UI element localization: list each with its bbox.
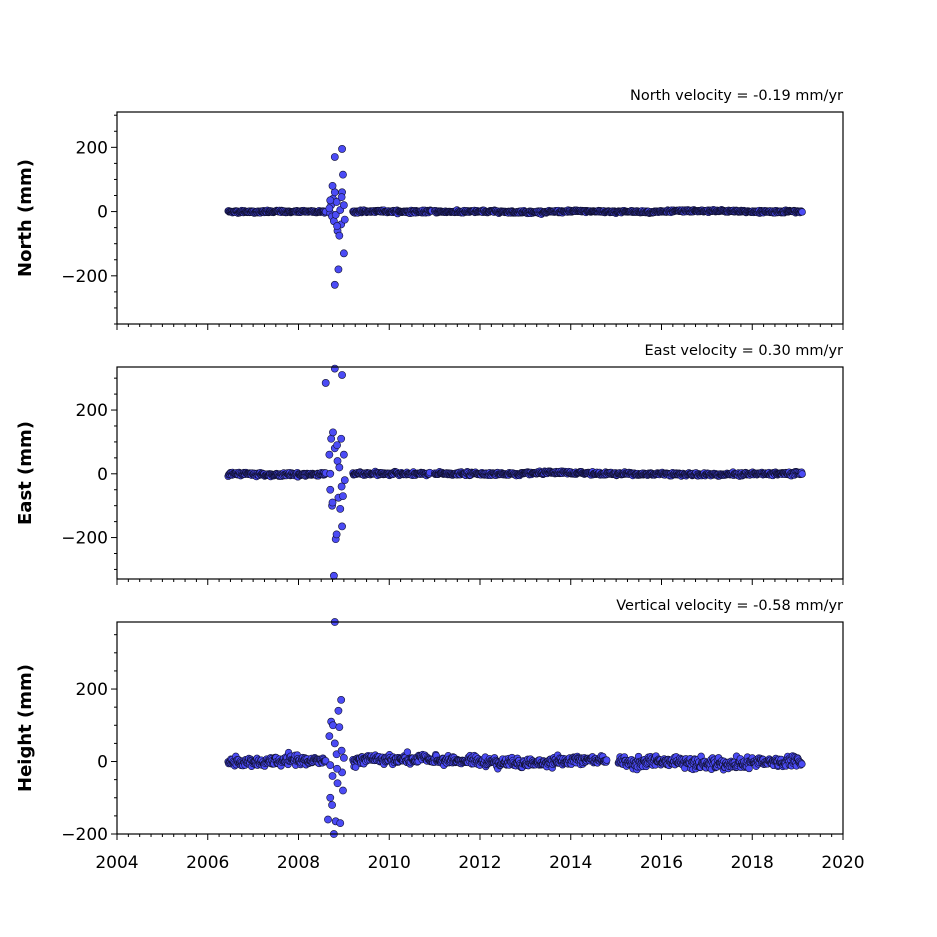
outlier-point [333,457,342,465]
outlier-point [330,153,339,161]
outlier-point [337,482,346,491]
x-tick-label: 2018 [731,853,774,873]
height-y-axis-title: Height (mm) [15,664,36,792]
data-point [321,756,330,765]
outlier-point [334,706,343,715]
y-tick-label: 0 [97,465,108,485]
outlier-point [329,571,338,580]
outlier-point [336,819,345,828]
height-data-points [224,618,806,838]
north-plot-frame [116,111,844,325]
outlier-point [333,222,341,230]
height-axis-ticks: 200 0 −200 2004 2006 2008 2010 2012 2014 2016 2018… [61,634,865,873]
data-point [798,760,806,768]
outlier-point [329,721,337,730]
outlier-point [332,530,341,539]
y-tick-label: 200 [76,401,108,421]
x-tick-label: 2006 [186,853,229,873]
outlier-point [338,522,346,531]
outlier-point [326,761,335,770]
outlier-point [337,193,346,202]
outlier-point [333,764,341,773]
outlier-point [325,732,334,741]
vertical-velocity-label: Vertical velocity = -0.58 mm/yr [616,598,843,614]
outlier-point [325,204,334,213]
outlier-point [326,793,335,802]
height-panel: Vertical velocity = -0.58 mm/yr Height (… [15,598,865,873]
outlier-point [337,434,346,443]
outlier-point [328,181,337,190]
outlier-point [326,469,335,478]
east-panel: East velocity = 0.30 mm/yr East (mm) 200… [15,343,844,585]
north-panel: North velocity = -0.19 mm/yr North (mm) … [15,88,844,330]
outlier-point [339,786,347,795]
east-plot-frame [116,366,844,580]
outlier-point [326,485,335,494]
outlier-point [328,772,337,780]
outlier-point [335,723,344,731]
outlier-point [330,280,339,289]
x-tick-label: 2016 [640,853,683,873]
outlier-point [339,249,348,258]
y-tick-label: 200 [76,138,108,158]
outlier-point [326,196,335,205]
north-data-points [224,145,806,289]
data-point [798,470,806,478]
outlier-point [339,492,347,501]
outlier-point [339,170,347,179]
outlier-point [339,201,348,210]
x-tick-label: 2014 [549,853,592,873]
y-tick-label: 0 [97,203,108,223]
outlier-point [328,801,336,809]
outlier-point [338,371,346,379]
y-tick-label: 200 [76,680,108,700]
outlier-point [337,696,346,704]
outlier-point [331,210,340,219]
outlier-point [330,739,339,748]
outlier-point [321,379,330,387]
outlier-point [337,746,346,755]
data-point [745,764,753,773]
outlier-point [333,779,342,788]
outlier-point [338,145,346,153]
outlier-point [327,434,336,443]
north-axis-ticks: 200 0 −200 [61,114,844,330]
y-tick-label: −200 [61,529,108,549]
outlier-point [324,815,332,824]
outlier-point [339,450,348,459]
outlier-point [336,504,345,513]
north-y-axis-title: North (mm) [15,159,36,277]
y-tick-label: 0 [97,753,108,773]
outlier-point [334,265,343,274]
data-point [403,748,412,756]
x-tick-label: 2020 [821,853,864,873]
data-point [798,208,806,216]
east-velocity-label: East velocity = 0.30 mm/yr [644,343,843,359]
east-y-axis-title: East (mm) [15,421,36,525]
outlier-point [335,231,344,240]
y-tick-label: −200 [61,825,108,845]
outlier-point [339,754,348,762]
y-tick-label: −200 [61,267,108,287]
outlier-point [335,463,344,472]
x-tick-label: 2008 [277,853,320,873]
height-plot-frame [116,621,844,835]
outlier-point [325,450,334,459]
north-velocity-label: North velocity = -0.19 mm/yr [630,88,843,104]
outlier-point [330,364,339,373]
east-axis-ticks: 200 0 −200 [61,377,844,585]
outlier-point [340,476,349,485]
x-tick-label: 2010 [368,853,411,873]
outlier-point [333,441,341,450]
outlier-point [340,215,349,224]
data-point [602,756,611,764]
outlier-point [328,498,337,507]
x-tick-label: 2004 [95,853,138,873]
east-data-points [224,364,806,580]
x-tick-label: 2012 [458,853,501,873]
outlier-point [330,188,339,197]
outlier-point [329,428,337,437]
